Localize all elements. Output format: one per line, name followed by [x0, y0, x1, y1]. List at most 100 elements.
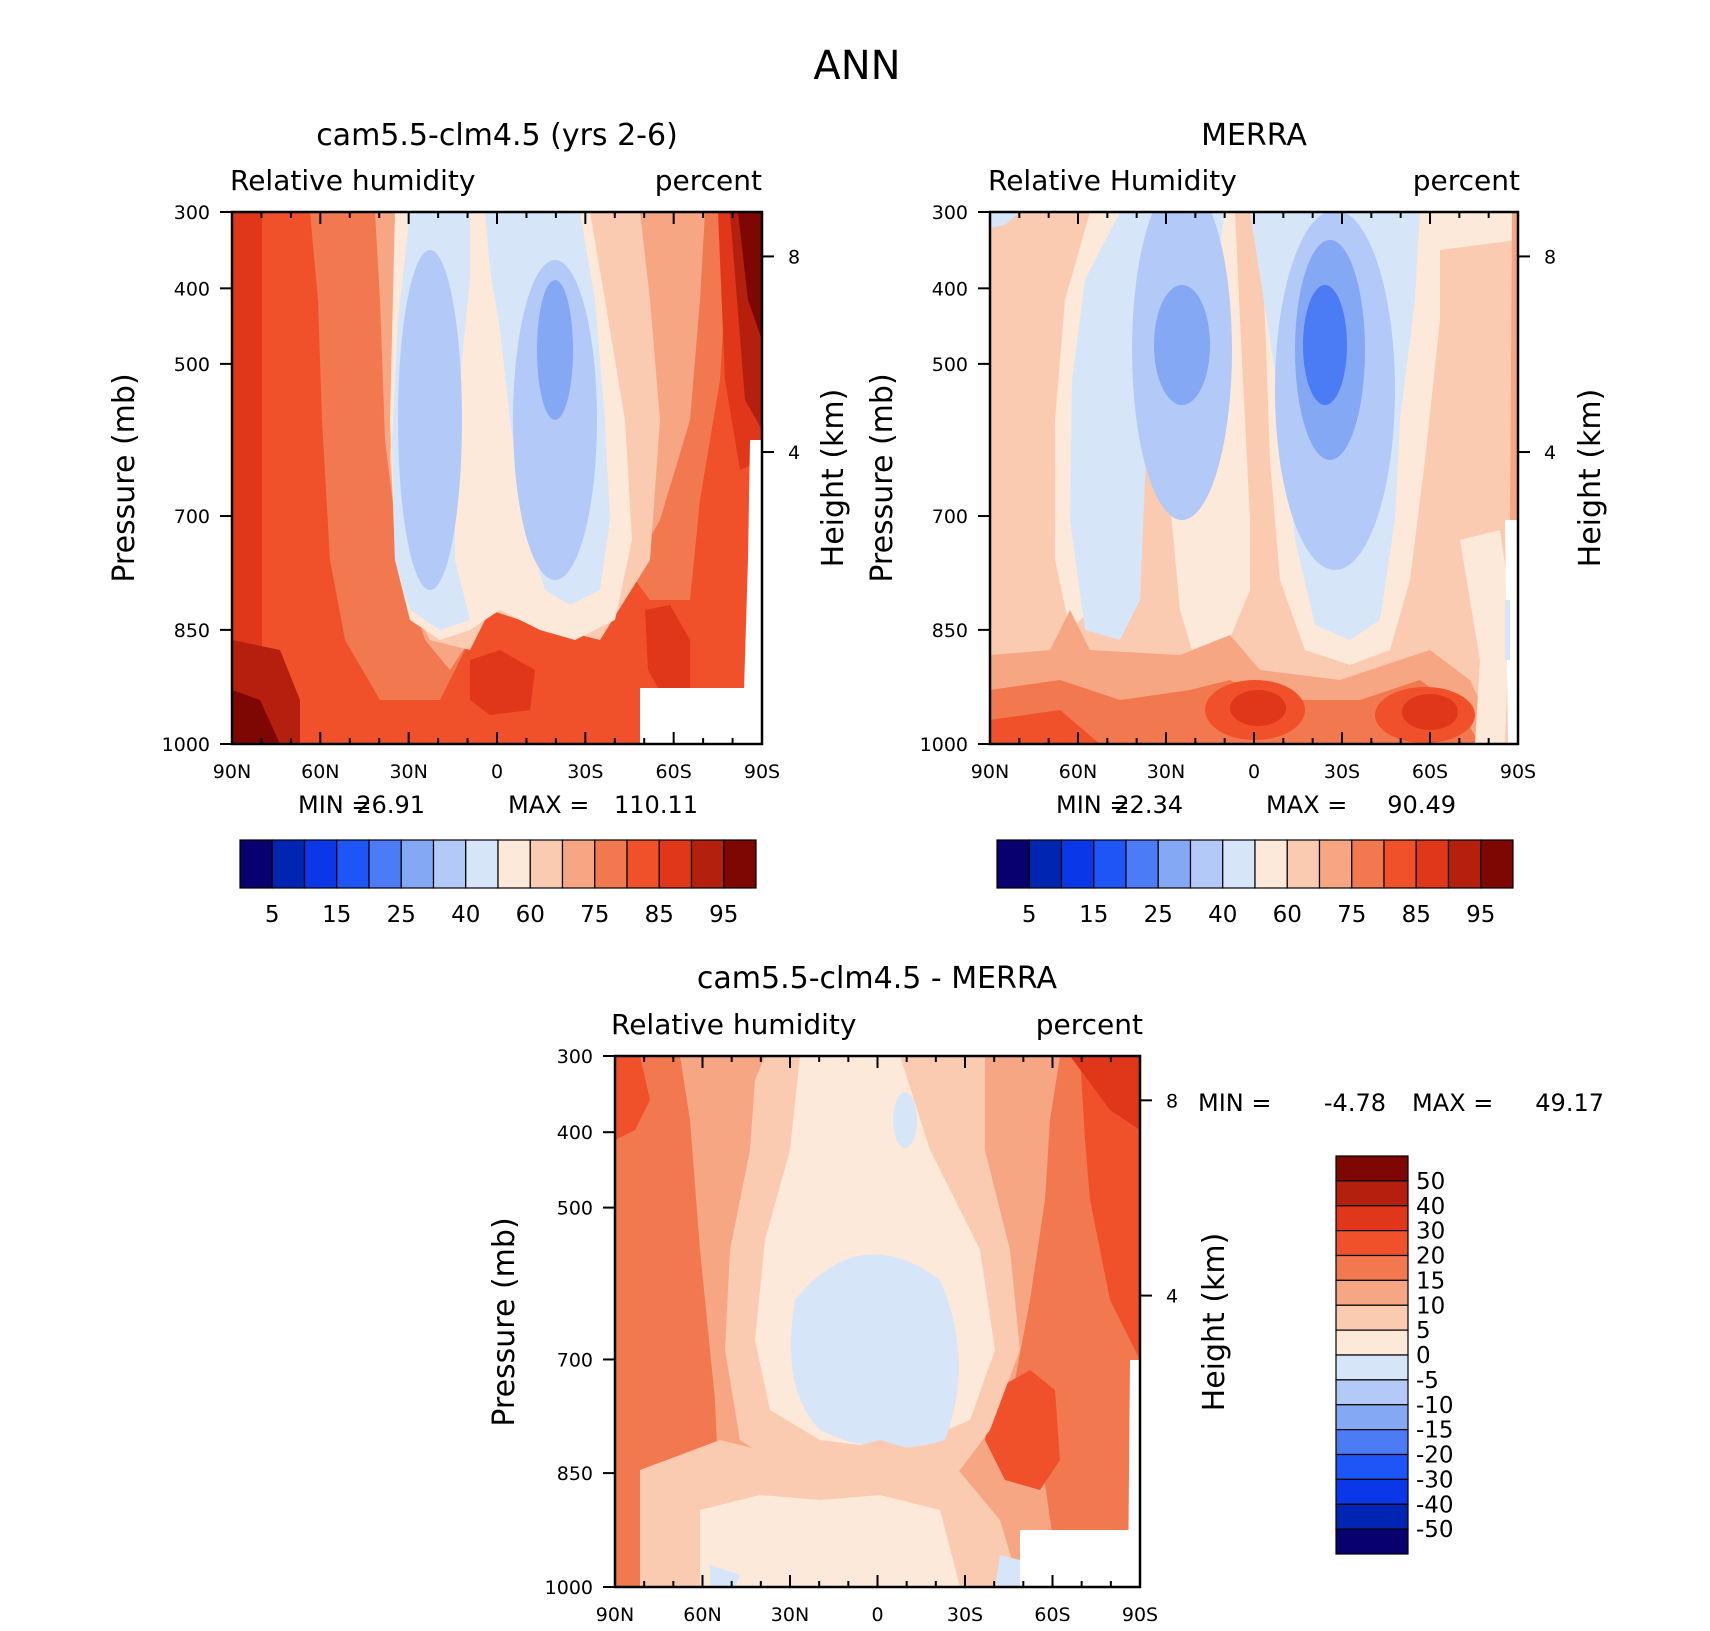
panel-obs-colorbar-box: [1060, 839, 1095, 889]
panel-obs-colorbar-box: [1189, 839, 1224, 889]
panel-obs-colorbar-label: 85: [1402, 902, 1431, 928]
panel-obs-colorbar-label: 60: [1273, 902, 1302, 928]
panel-model-y-tick-label: 700: [174, 506, 210, 528]
panel-diff-colorbar-label: 15: [1416, 1268, 1445, 1294]
panel-obs-y-tick-label: 400: [932, 278, 968, 300]
panel-diff-colorbar-label: -40: [1416, 1492, 1454, 1518]
panel-obs-colorbar-box: [1222, 839, 1256, 889]
panel-obs-x-tick-label: 90N: [971, 761, 1009, 783]
panel-model-y2-tick-label: 4: [788, 442, 800, 464]
panel-model-y2-tick-label: 8: [788, 246, 800, 268]
panel-obs-x-tick-label: 0: [1248, 761, 1260, 783]
panel-model-colorbar-box: [658, 839, 693, 889]
panel-obs-y-axis-label: Pressure (mb): [865, 373, 900, 582]
panel-obs-y-tick-label: 700: [932, 506, 968, 528]
panel-model-y2-axis-label: Height (km): [816, 389, 851, 568]
panel-diff-colorbar-box: [1335, 1503, 1409, 1530]
panel-diff-colorbar-box: [1335, 1230, 1409, 1257]
panel-diff-y-tick-label: 500: [557, 1198, 593, 1220]
panel-diff-colorbar-label: -20: [1416, 1443, 1454, 1469]
panel-obs-title: MERRA: [1201, 118, 1307, 153]
panel-diff-x-tick-label: 90S: [1122, 1604, 1158, 1626]
panel-obs: MERRA Relative Humidity percent: [865, 118, 1608, 928]
panel-model-colorbar-box: [239, 839, 273, 889]
panel-model-title: cam5.5-clm4.5 (yrs 2-6): [316, 118, 678, 153]
panel-model-x-tick-label: 60S: [656, 761, 692, 783]
panel-model-contours: [232, 212, 762, 744]
panel-diff-colorbar-label: 20: [1416, 1244, 1445, 1270]
panel-diff-y-tick-label: 1000: [545, 1577, 593, 1599]
panel-obs-colorbar-box: [1351, 839, 1385, 889]
panel-diff-y-tick-label: 700: [557, 1349, 593, 1371]
panel-obs-colorbar: 5 15 25 40 60 75 85 95: [996, 839, 1514, 928]
panel-obs-colorbar-box: [996, 839, 1030, 889]
panel-obs-colorbar-label: 40: [1208, 902, 1237, 928]
panel-diff-x-tick-label: 0: [871, 1604, 883, 1626]
panel-diff-y2-tick-label: 4: [1166, 1286, 1178, 1308]
panel-diff-x-tick-label: 90N: [596, 1604, 634, 1626]
panel-obs-x-tick-label: 30S: [1324, 761, 1360, 783]
panel-model: cam5.5-clm4.5 (yrs 2-6) Relative humidit…: [107, 118, 851, 928]
panel-model-colorbar-box: [626, 839, 660, 889]
panel-model-colorbar-box: [271, 839, 306, 889]
panel-diff-colorbar-label: 0: [1416, 1343, 1431, 1369]
panel-diff-colorbar-box: [1335, 1155, 1409, 1182]
panel-diff-x-tick-label: 60N: [683, 1604, 721, 1626]
panel-model-y-tick-label: 500: [174, 354, 210, 376]
panel-diff: cam5.5-clm4.5 - MERRA Relative humidity …: [487, 961, 1604, 1589]
panel-diff-colorbar-label: -10: [1416, 1393, 1454, 1419]
panel-diff-max-value: 49.17: [1535, 1089, 1604, 1117]
panel-obs-y-tick-label: 1000: [920, 734, 968, 756]
panel-diff-colorbar-label: 50: [1416, 1169, 1445, 1195]
panel-obs-colorbar-label: 5: [1022, 902, 1037, 928]
panel-obs-colorbar-box: [1286, 839, 1321, 889]
panel-model-x-tick-label: 90S: [744, 761, 780, 783]
panel-model-colorbar-box: [529, 839, 564, 889]
panel-diff-colorbar-box: [1335, 1453, 1409, 1480]
panel-obs-ticks: [978, 211, 1530, 745]
panel-model-max-value: 110.11: [614, 791, 698, 819]
panel-diff-contours: [615, 1056, 1140, 1587]
panel-diff-colorbar-box: [1335, 1354, 1409, 1381]
panel-model-colorbar-box: [723, 839, 757, 889]
panel-obs-y2-axis-label: Height (km): [1573, 389, 1608, 568]
panel-model-colorbar-label: 75: [580, 902, 609, 928]
panel-model-colorbar-label: 60: [516, 902, 545, 928]
panel-diff-colorbar-box: [1335, 1329, 1409, 1356]
panel-diff-colorbar-box: [1335, 1279, 1409, 1306]
panel-diff-colorbar-label: -15: [1416, 1418, 1454, 1444]
panel-diff-colorbar-label: 40: [1416, 1194, 1445, 1220]
panel-obs-y2-tick-label: 8: [1544, 246, 1556, 268]
panel-obs-y-tick-label: 500: [932, 354, 968, 376]
panel-obs-colorbar-label: 15: [1079, 902, 1108, 928]
panel-obs-units: percent: [1413, 164, 1520, 197]
panel-diff-x-tick-label: 30S: [947, 1604, 983, 1626]
panel-obs-colorbar-box: [1157, 839, 1192, 889]
panel-obs-colorbar-box: [1480, 839, 1514, 889]
panel-model-x-tick-label: 90N: [213, 761, 251, 783]
panel-model-y-axis-label: Pressure (mb): [107, 373, 142, 582]
panel-model-colorbar-box: [465, 839, 499, 889]
panel-diff-variable: Relative humidity: [611, 1008, 856, 1041]
panel-obs-x-tick-label: 60S: [1412, 761, 1448, 783]
panel-model-colorbar-label: 15: [322, 902, 351, 928]
panel-diff-colorbar-box: [1335, 1205, 1409, 1232]
panel-diff-colorbar-box: [1335, 1478, 1409, 1505]
panel-model-y-tick-label: 850: [174, 620, 210, 642]
panel-model-x-tick-label: 0: [491, 761, 503, 783]
panel-diff-colorbar-box: [1335, 1429, 1409, 1456]
panel-model-colorbar-label: 5: [265, 902, 280, 928]
panel-diff-x-tick-label: 60S: [1034, 1604, 1070, 1626]
panel-obs-x-tick-label: 60N: [1059, 761, 1097, 783]
panel-diff-title: cam5.5-clm4.5 - MERRA: [697, 961, 1058, 996]
panel-model-x-tick-label: 30S: [567, 761, 603, 783]
panel-model-variable: Relative humidity: [230, 164, 475, 197]
panel-model-colorbar-label: 95: [709, 902, 738, 928]
panel-model-x-tick-label: 60N: [301, 761, 339, 783]
panel-obs-y-tick-label: 850: [932, 620, 968, 642]
panel-model-colorbar-box: [400, 839, 435, 889]
panel-obs-max-value: 90.49: [1387, 791, 1456, 819]
panel-obs-colorbar-box: [1028, 839, 1063, 889]
